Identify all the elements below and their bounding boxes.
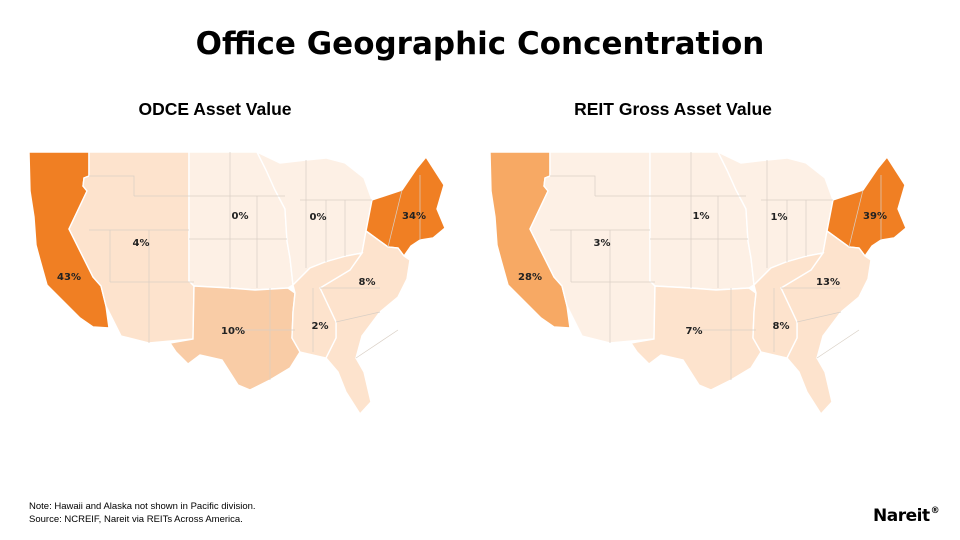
region-value-label: 10% [221,326,245,337]
region-value-label: 8% [359,277,376,288]
state-border [550,175,596,196]
region-value-label: 39% [863,211,887,222]
state-border [89,175,135,196]
odce-choropleth-map: 43% 4% 0% 0% 34% 8% 10% 2% [28,150,446,416]
state-border [387,189,403,248]
region-value-label: 0% [232,211,249,222]
nareit-logo: Nareit® [873,506,940,526]
region-value-label: 1% [771,212,788,223]
region-value-label: 2% [312,321,329,332]
state-border [355,329,399,359]
source-note: Source: NCREIF, Nareit via REITs Across … [29,514,243,525]
region-value-label: 7% [686,326,703,337]
region-value-label: 4% [133,238,150,249]
region-value-label: 0% [310,212,327,223]
region-value-label: 8% [773,321,790,332]
region-value-label: 3% [594,238,611,249]
footnote: Note: Hawaii and Alaska not shown in Pac… [29,501,256,512]
state-border [816,329,860,359]
odce-map-title: ODCE Asset Value [138,99,292,119]
page-title: Office Geographic Concentration [195,26,765,62]
reit-map-title: REIT Gross Asset Value [574,99,772,119]
region-value-label: 1% [693,211,710,222]
state-border [848,189,864,248]
region-value-label: 34% [402,211,426,222]
state-border [335,311,381,323]
region-value-label: 43% [57,272,81,283]
region-value-label: 28% [518,272,542,283]
region-value-label: 13% [816,277,840,288]
state-border [796,311,842,323]
